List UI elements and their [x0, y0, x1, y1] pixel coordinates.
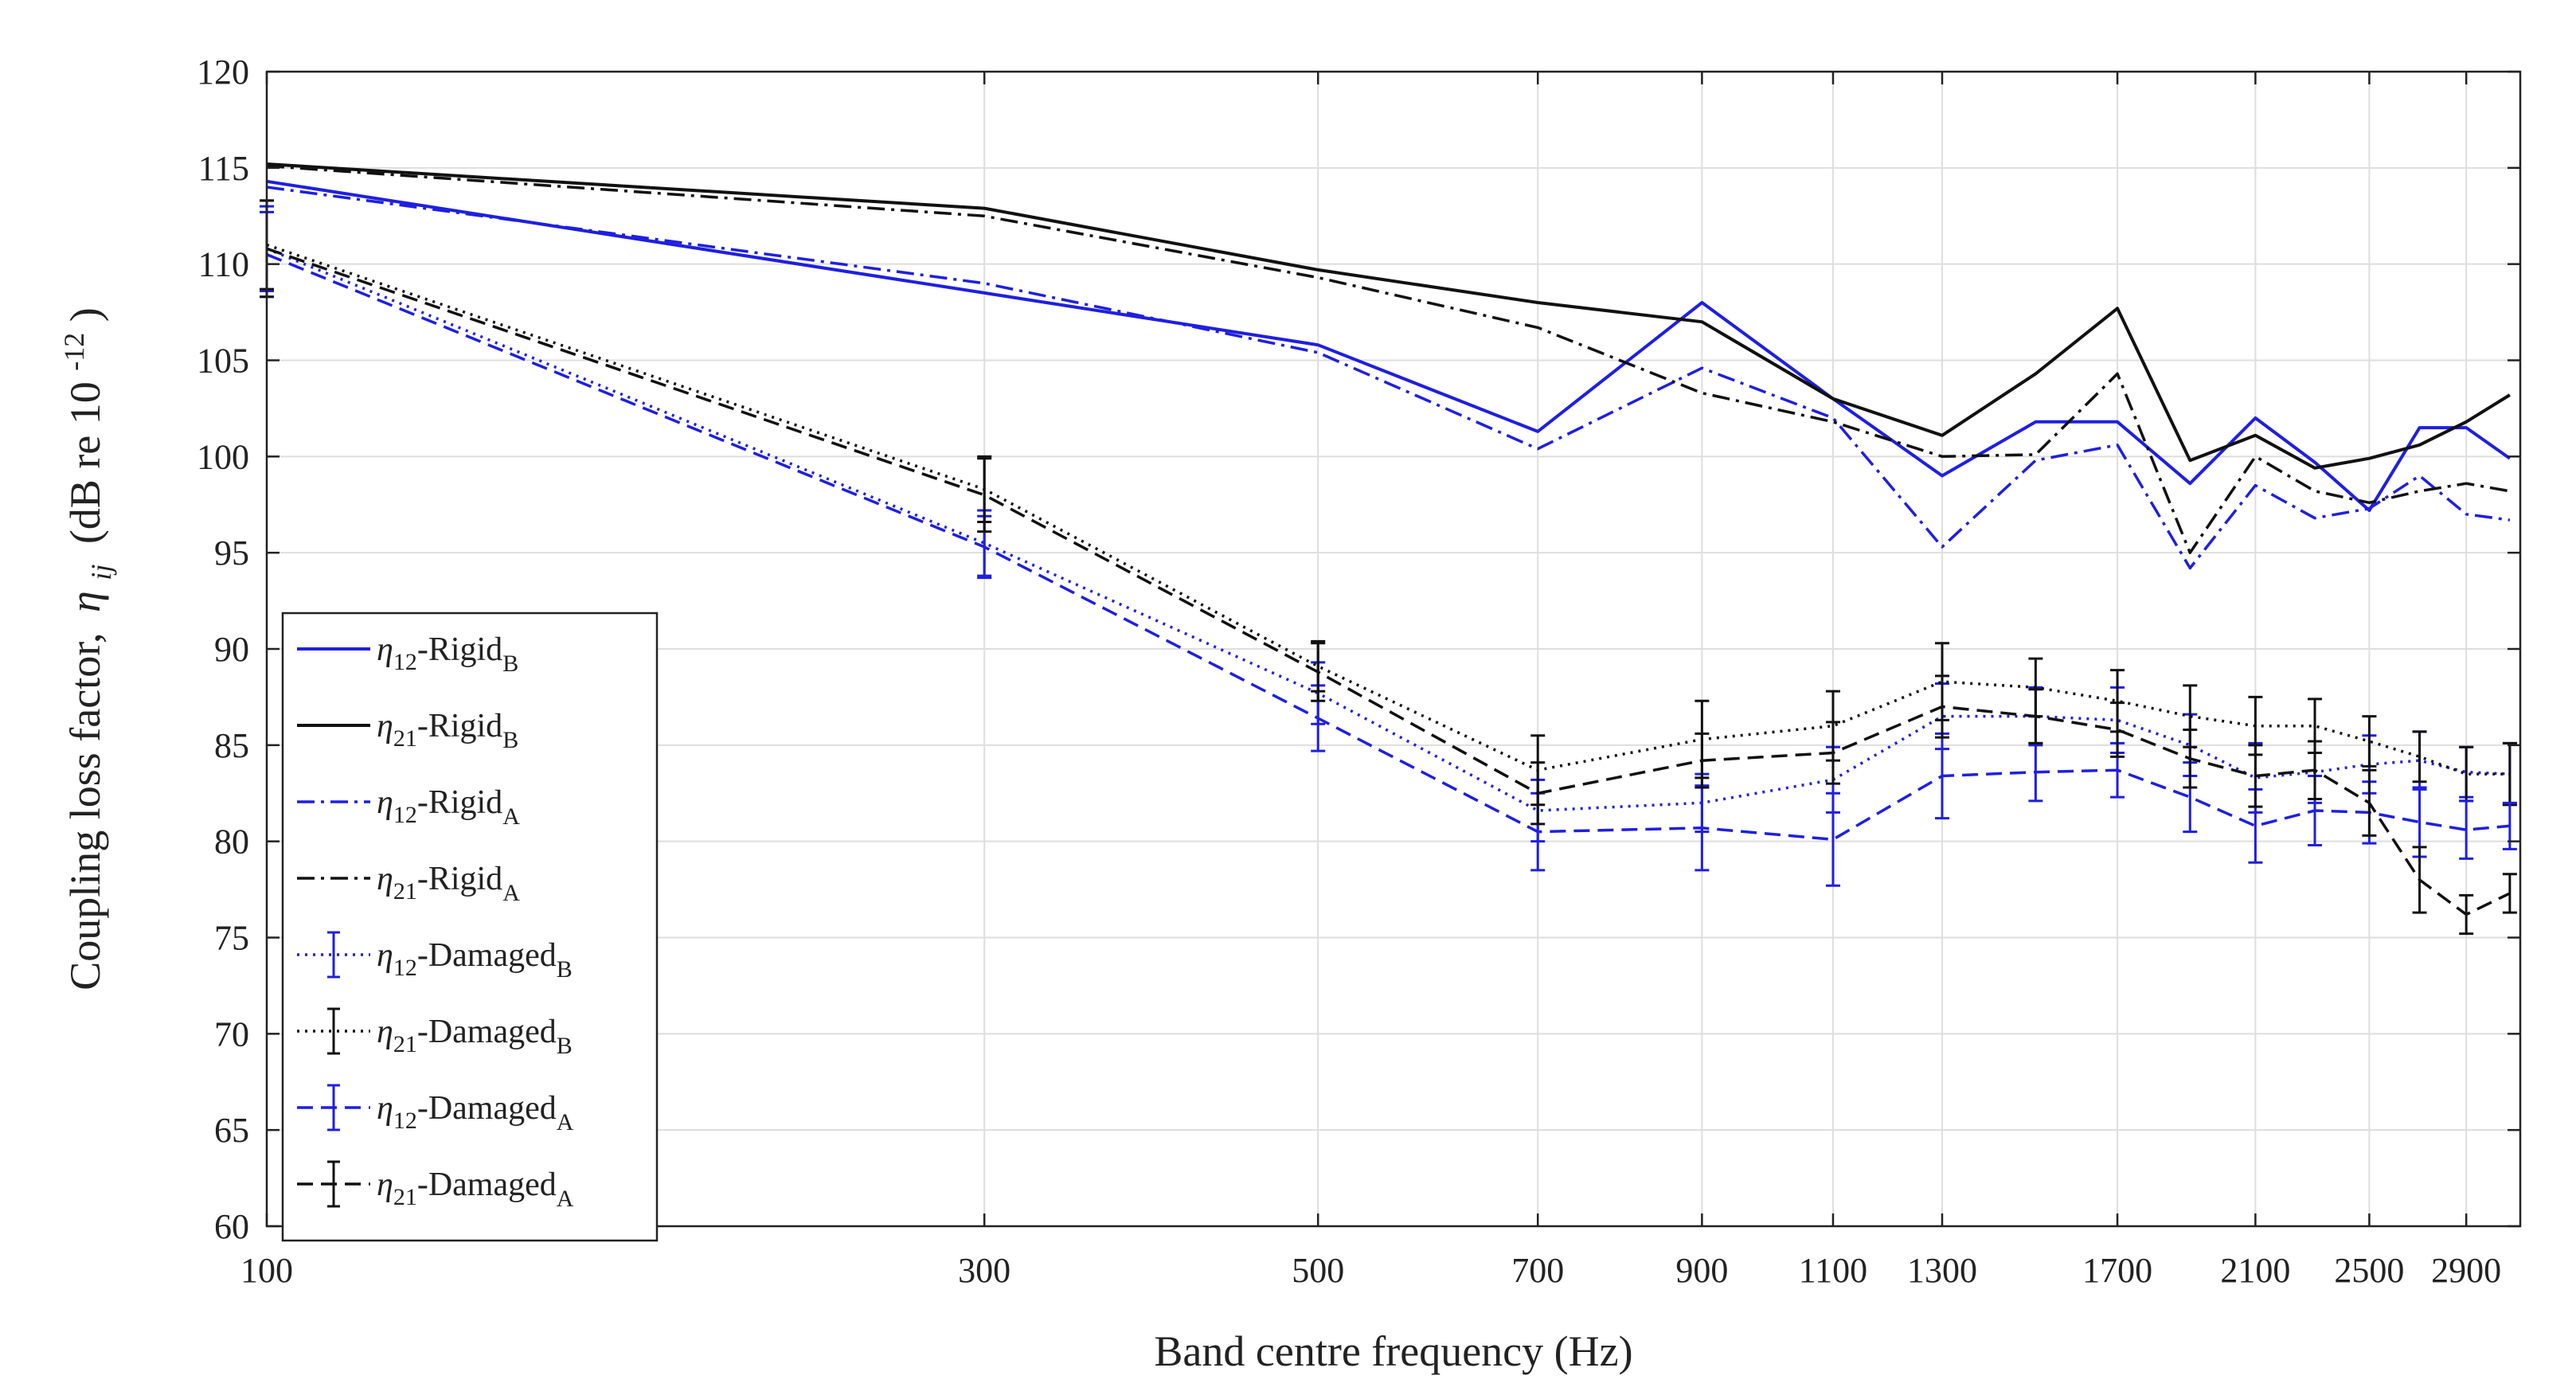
y-tick-label: 100	[197, 437, 249, 476]
y-tick-label: 70	[214, 1014, 249, 1053]
legend-label: η12-DamagedB	[377, 937, 573, 983]
series-line	[266, 179, 2512, 512]
x-tick-label: 2500	[2334, 1251, 2404, 1290]
legend-label: η21-RigidA	[377, 861, 520, 906]
x-tick-label: 1100	[1799, 1251, 1867, 1290]
axis-ticks: 60 65 70 75 80 85 90 95 100 105 110 115 120 100 300 500…	[197, 53, 2520, 1290]
x-tick-label: 2100	[2220, 1251, 2290, 1290]
x-tick-label: 1700	[2082, 1251, 2152, 1290]
legend-label: η12-DamagedA	[377, 1090, 574, 1135]
y-axis-label-main: Coupling loss factor,	[61, 632, 109, 990]
y-tick-label: 120	[197, 53, 249, 92]
y-tick-label: 60	[214, 1207, 249, 1246]
series-line	[266, 162, 2511, 470]
legend-item: η21-DamagedB	[297, 1007, 573, 1059]
x-tick-label: 2900	[2431, 1251, 2501, 1290]
legend-item: η12-DamagedB	[297, 931, 573, 983]
legend-box	[281, 612, 659, 1242]
y-tick-label: 105	[197, 342, 249, 381]
series-line	[266, 247, 2510, 812]
x-tick-label: 700	[1511, 1251, 1564, 1290]
series-line	[266, 252, 2511, 842]
series-η12-RigidA	[266, 186, 2511, 570]
legend-label: η21-DamagedB	[377, 1014, 573, 1059]
legend-item: η21-DamagedA	[297, 1160, 574, 1212]
series-line	[266, 247, 2511, 916]
y-axis-label-symbol-sub: ij	[85, 565, 117, 580]
series-η21-RigidA	[266, 164, 2511, 554]
x-tick-label: 300	[958, 1251, 1010, 1290]
legend-item: η12-DamagedA	[297, 1084, 574, 1135]
series-line	[266, 243, 2510, 776]
x-tick-label: 100	[240, 1251, 293, 1290]
y-axis-label: Coupling loss factor, η ij (dB re 10 -12…	[45, 307, 120, 991]
legend-label: η12-RigidB	[377, 631, 518, 677]
y-tick-label: 90	[214, 630, 249, 669]
y-tick-label: 65	[214, 1111, 249, 1150]
y-axis-label-symbol: η	[61, 591, 109, 612]
legend-label: η12-RigidA	[377, 784, 520, 830]
x-axis-label: Band centre frequency (Hz)	[1154, 1327, 1632, 1375]
series-line	[266, 164, 2511, 554]
legend-label: η21-DamagedA	[377, 1166, 574, 1212]
legend-item: η21-RigidA	[297, 861, 520, 906]
series-line	[266, 186, 2511, 570]
y-tick-label: 95	[214, 533, 249, 572]
y-tick-label: 75	[214, 919, 249, 958]
y-tick-label: 85	[214, 726, 249, 765]
y-tick-label: 115	[198, 149, 249, 188]
legend-item: η12-RigidB	[297, 631, 518, 677]
y-axis-label-unit-suffix: )	[61, 307, 109, 322]
x-tick-label: 900	[1675, 1251, 1728, 1290]
legend: η12-RigidB η21-RigidB η12-RigidA η21-RigidA…	[281, 612, 659, 1242]
x-tick-label: 1300	[1907, 1251, 1977, 1290]
legend-label: η21-RigidB	[377, 708, 518, 753]
legend-item: η21-RigidB	[297, 708, 518, 753]
y-axis-label-unit-exp: -12	[58, 333, 90, 371]
series-η21-RigidB	[266, 162, 2511, 470]
y-tick-label: 110	[198, 245, 249, 284]
y-tick-label: 80	[214, 823, 249, 862]
x-tick-label: 500	[1292, 1251, 1344, 1290]
legend-item: η12-RigidA	[297, 784, 520, 830]
y-axis-label-unit-prefix: (dB re 10	[61, 381, 109, 544]
series-η12-RigidB	[266, 179, 2512, 512]
